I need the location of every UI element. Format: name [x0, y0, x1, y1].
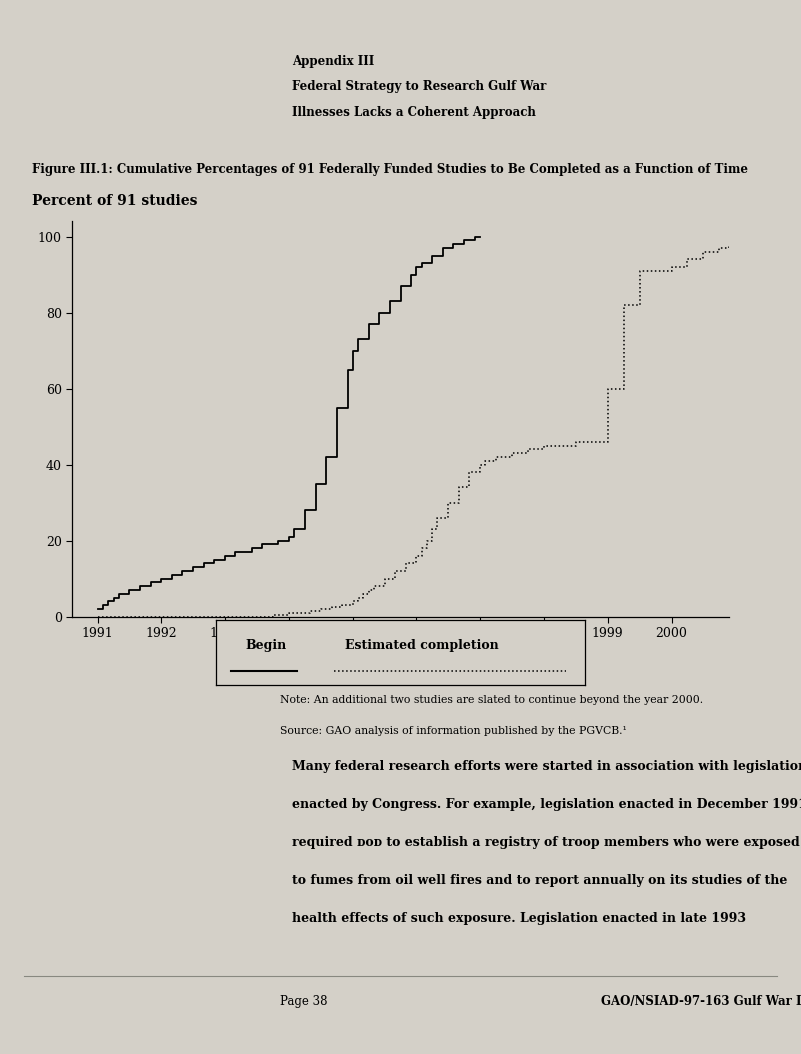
Text: enacted by Congress. For example, legislation enacted in December 1991: enacted by Congress. For example, legisl…	[292, 798, 801, 811]
Text: Source: GAO analysis of information published by the PGVCB.¹: Source: GAO analysis of information publ…	[280, 726, 627, 736]
Text: GAO/NSIAD-97-163 Gulf War Illnesses: GAO/NSIAD-97-163 Gulf War Illnesses	[601, 995, 801, 1009]
Text: Percent of 91 studies: Percent of 91 studies	[32, 194, 198, 209]
Text: Illnesses Lacks a Coherent Approach: Illnesses Lacks a Coherent Approach	[292, 105, 536, 119]
Text: Page 38: Page 38	[280, 995, 328, 1009]
Text: Note: An additional two studies are slated to continue beyond the year 2000.: Note: An additional two studies are slat…	[280, 696, 703, 705]
Text: required ᴅᴏᴅ to establish a registry of troop members who were exposed: required ᴅᴏᴅ to establish a registry of …	[292, 836, 800, 848]
Text: to fumes from oil well fires and to report annually on its studies of the: to fumes from oil well fires and to repo…	[292, 874, 787, 886]
Text: Figure III.1: Cumulative Percentages of 91 Federally Funded Studies to Be Comple: Figure III.1: Cumulative Percentages of …	[32, 163, 748, 176]
Text: Begin: Begin	[246, 640, 287, 652]
Text: Many federal research efforts were started in association with legislation: Many federal research efforts were start…	[292, 760, 801, 773]
Text: health effects of such exposure. Legislation enacted in late 1993: health effects of such exposure. Legisla…	[292, 912, 747, 924]
Text: Estimated completion: Estimated completion	[345, 640, 499, 652]
Text: Federal Strategy to Research Gulf War: Federal Strategy to Research Gulf War	[292, 80, 547, 94]
Text: Appendix III: Appendix III	[292, 55, 375, 67]
